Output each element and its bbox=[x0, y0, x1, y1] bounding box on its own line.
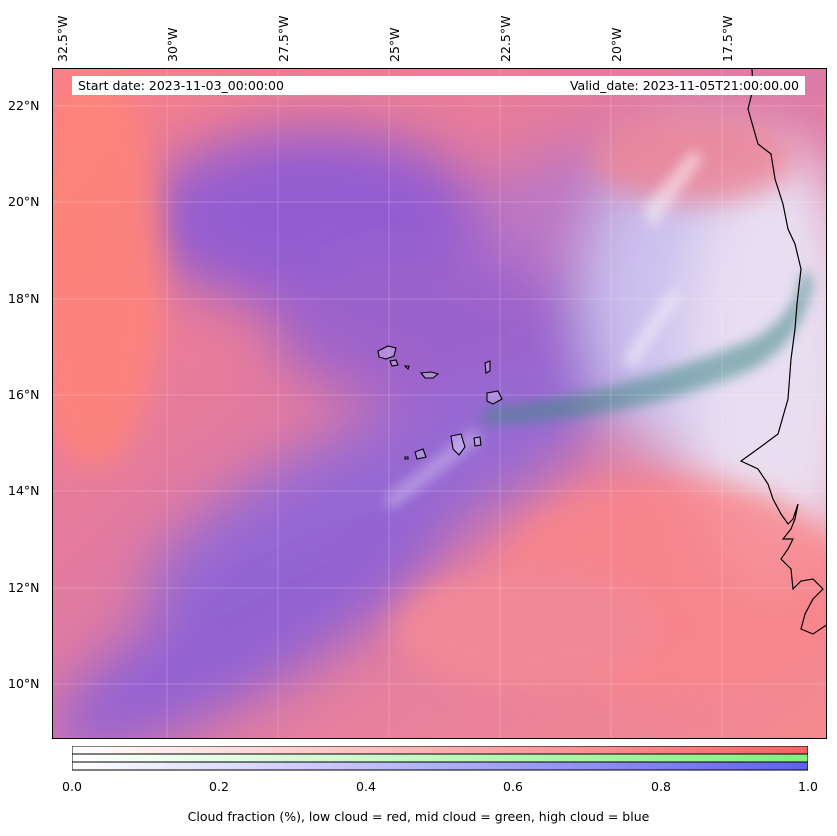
lon-label-22-5w: 22.5°W bbox=[498, 15, 513, 62]
colorbar-tick-0-6: 0.6 bbox=[503, 779, 523, 794]
mid-cloud-layer bbox=[483, 269, 813, 424]
lat-label-20n: 20°N bbox=[8, 194, 40, 209]
lat-label-18n: 18°N bbox=[8, 291, 40, 306]
lat-label-12n: 12°N bbox=[8, 580, 40, 595]
colorbar-tick-0-2: 0.2 bbox=[209, 779, 229, 794]
colorbar-tick-0-4: 0.4 bbox=[356, 779, 376, 794]
lon-label-32-5w: 32.5°W bbox=[55, 15, 70, 62]
date-info-bar: Start date: 2023-11-03_00:00:00 Valid_da… bbox=[72, 76, 805, 95]
lat-label-10n: 10°N bbox=[8, 676, 40, 691]
colorbar-caption: Cloud fraction (%), low cloud = red, mid… bbox=[187, 809, 650, 824]
lon-label-27-5w: 27.5°W bbox=[276, 15, 291, 62]
cape-verde-islands-icon bbox=[377, 345, 503, 460]
coastline-icon bbox=[739, 69, 826, 635]
lon-label-17-5w: 17.5°W bbox=[720, 15, 735, 62]
lon-label-30w: 30°W bbox=[165, 27, 180, 62]
low-cloud-patches bbox=[53, 69, 826, 699]
colorbar bbox=[72, 746, 808, 771]
cloud-streaks bbox=[383, 149, 703, 509]
colorbar-tick-0-8: 0.8 bbox=[651, 779, 671, 794]
colorbar-tick-1: 1.0 bbox=[798, 779, 818, 794]
start-date-label: Start date: 2023-11-03_00:00:00 bbox=[78, 78, 284, 93]
lon-label-25w: 25°W bbox=[387, 27, 402, 62]
lon-label-20w: 20°W bbox=[609, 27, 624, 62]
colorbar-high-cloud bbox=[72, 761, 808, 771]
cloud-fraction-map bbox=[52, 68, 827, 739]
map-canvas bbox=[53, 69, 826, 738]
lat-label-22n: 22°N bbox=[8, 98, 40, 113]
valid-date-label: Valid_date: 2023-11-05T21:00:00.00 bbox=[569, 78, 799, 93]
graticule bbox=[53, 69, 826, 738]
lat-label-14n: 14°N bbox=[8, 483, 40, 498]
colorbar-mid-cloud bbox=[72, 753, 808, 763]
lat-label-16n: 16°N bbox=[8, 387, 40, 402]
colorbar-tick-0: 0.0 bbox=[62, 779, 82, 794]
colorbar-low-cloud bbox=[72, 746, 808, 755]
